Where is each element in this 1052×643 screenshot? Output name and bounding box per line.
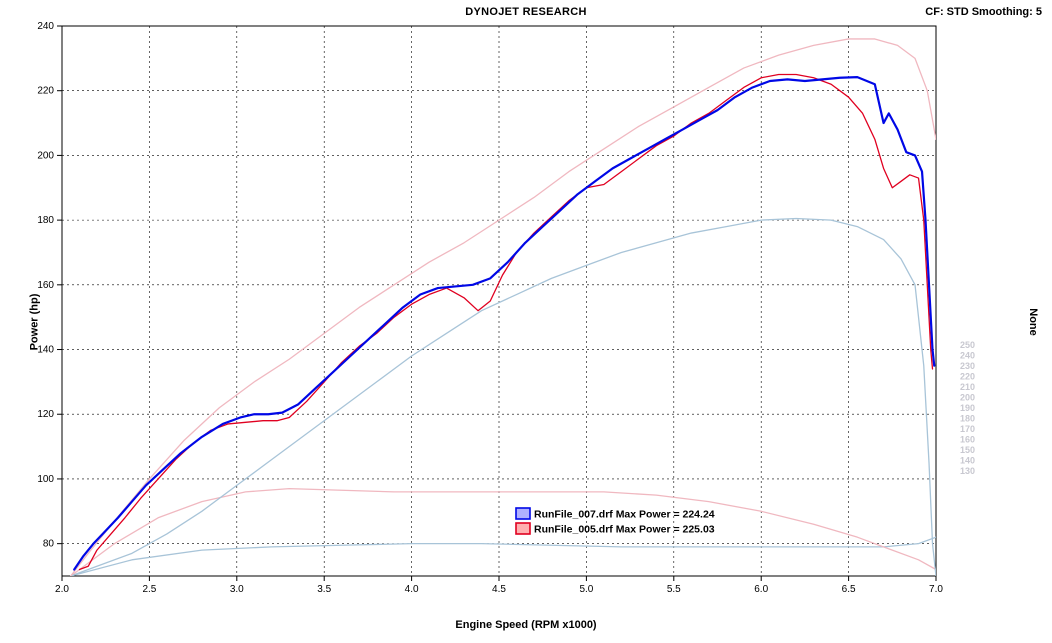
ghost-tick: 180: [960, 414, 975, 424]
ghost-tick: 240: [960, 351, 975, 361]
x-tick-label: 6.5: [842, 584, 856, 595]
y-tick-label: 220: [37, 86, 54, 97]
series-runfile_007: [74, 77, 934, 569]
y-tick-label: 180: [37, 215, 54, 226]
x-tick-label: 5.5: [667, 584, 681, 595]
ghost-tick: 190: [960, 403, 975, 413]
x-tick-label: 3.5: [317, 584, 331, 595]
y-tick-label: 240: [37, 21, 54, 32]
series-runfile_005: [79, 75, 932, 570]
ghost-tick: 210: [960, 382, 975, 392]
legend-label: RunFile_007.drf Max Power = 224.24: [534, 509, 715, 521]
ghost-tick: 150: [960, 445, 975, 455]
ghost-tick: 130: [960, 466, 975, 476]
series-ghost_blue_lower: [71, 537, 936, 576]
x-tick-label: 2.5: [142, 584, 156, 595]
legend-swatch: [516, 523, 530, 534]
x-tick-label: 6.0: [754, 584, 768, 595]
dyno-chart: 1301401501601701801902002102202302402502…: [0, 0, 1052, 643]
ghost-tick: 140: [960, 456, 975, 466]
series-ghost_red_lower: [71, 489, 936, 576]
y-tick-label: 100: [37, 474, 54, 485]
y-tick-label: 140: [37, 345, 54, 356]
legend-swatch: [516, 508, 530, 519]
x-tick-label: 7.0: [929, 584, 943, 595]
ghost-tick: 250: [960, 340, 975, 350]
y-tick-label: 200: [37, 150, 54, 161]
y-tick-label: 120: [37, 409, 54, 420]
ghost-tick: 220: [960, 372, 975, 382]
x-tick-label: 4.5: [492, 584, 506, 595]
ghost-tick: 170: [960, 424, 975, 434]
y-tick-label: 160: [37, 280, 54, 291]
ghost-tick: 160: [960, 435, 975, 445]
x-tick-label: 2.0: [55, 584, 69, 595]
series-ghost_red_upper: [71, 39, 936, 576]
y-tick-label: 80: [43, 539, 55, 550]
ghost-tick: 200: [960, 393, 975, 403]
x-tick-label: 4.0: [405, 584, 419, 595]
legend-label: RunFile_005.drf Max Power = 225.03: [534, 524, 715, 536]
x-tick-label: 3.0: [230, 584, 244, 595]
ghost-tick: 230: [960, 361, 975, 371]
x-tick-label: 5.0: [579, 584, 593, 595]
